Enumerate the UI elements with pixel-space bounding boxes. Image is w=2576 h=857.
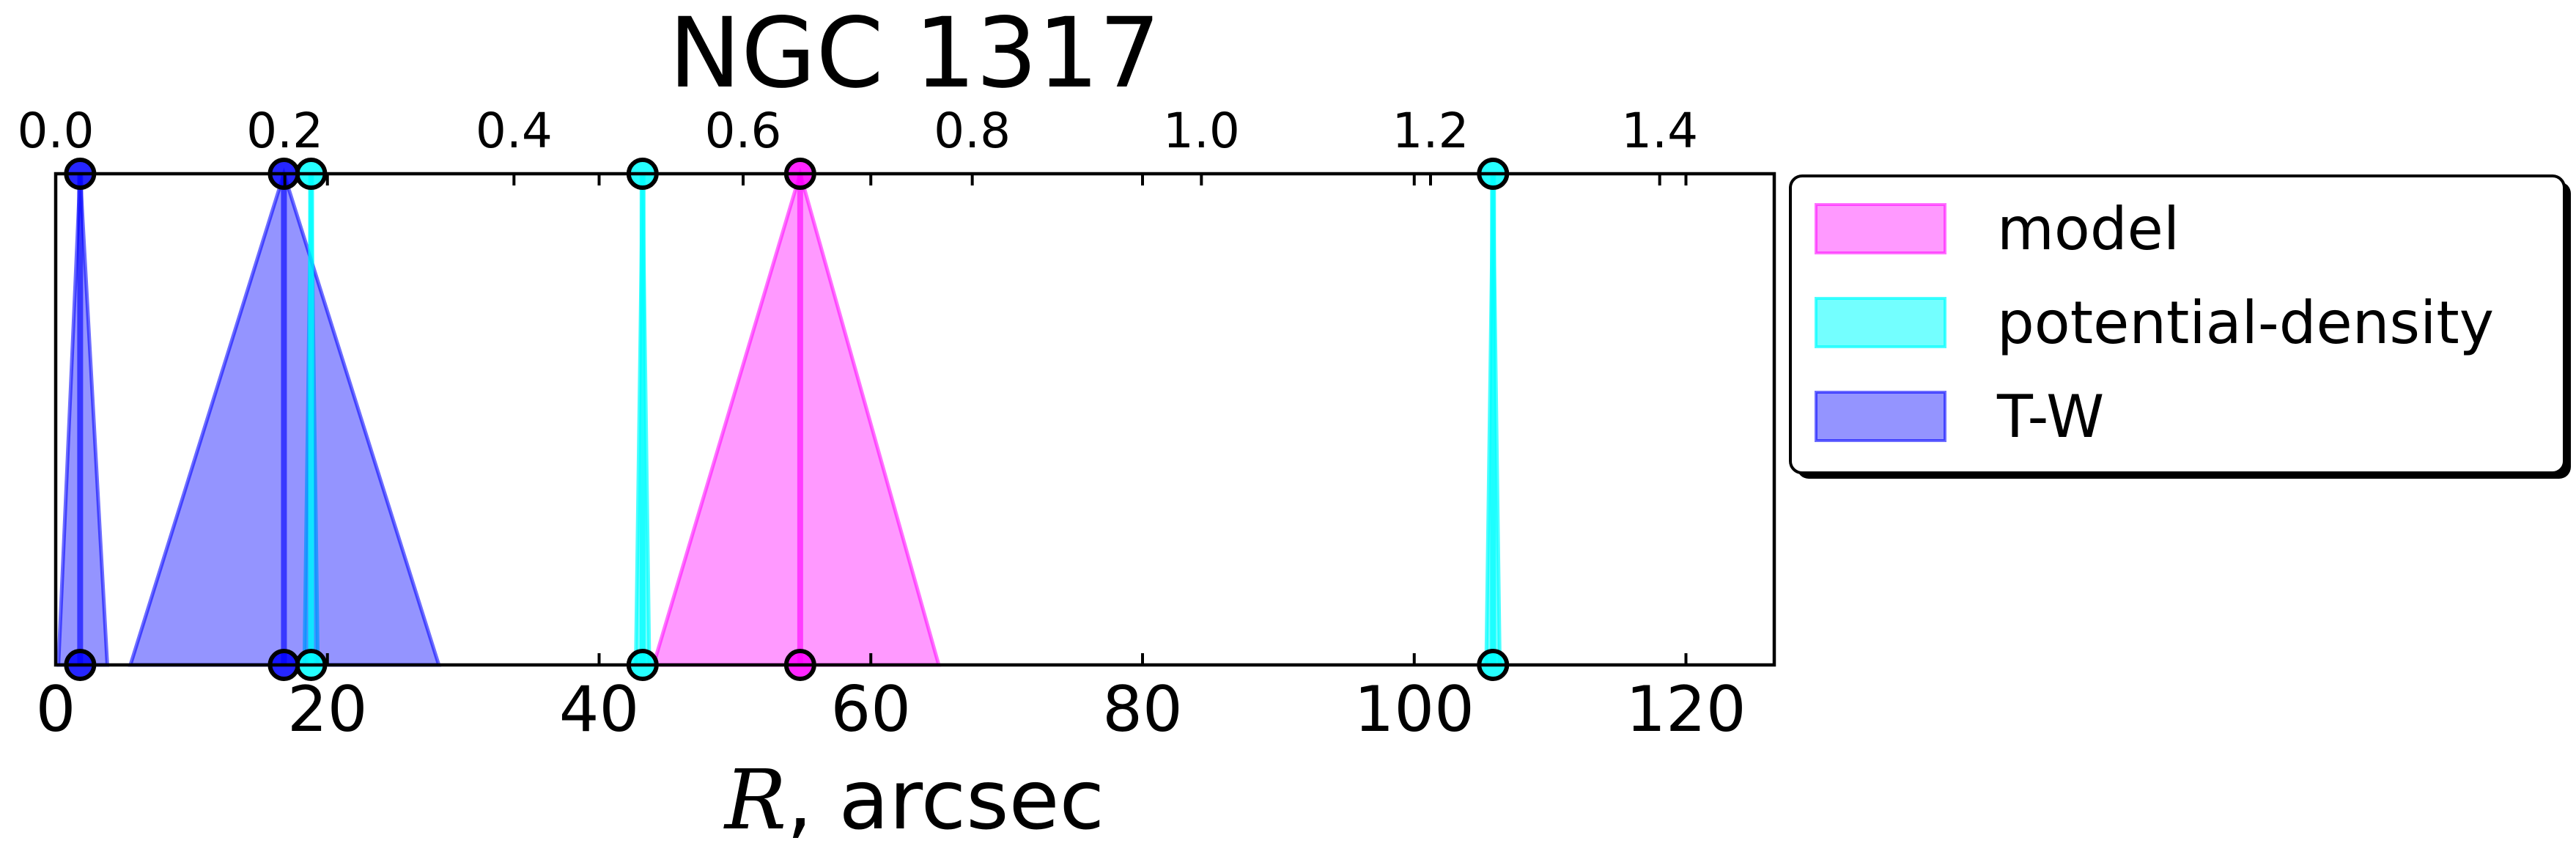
legend-swatch-model <box>1815 203 1946 254</box>
x-tick-label-top: 0.0 <box>18 103 95 159</box>
legend-items: model potential-density T-W <box>1815 195 2494 451</box>
axis-ticks-layer <box>54 174 1688 665</box>
legend-swatch-T-W <box>1815 391 1946 442</box>
x-tick-label-top: 1.4 <box>1621 103 1698 159</box>
x-tick-label-bottom: 80 <box>1102 673 1182 746</box>
x-axis-label: R, arcsec <box>723 753 1104 848</box>
legend-swatch-potential-density <box>1815 297 1946 348</box>
x-tick-label-top: 0.8 <box>934 103 1011 159</box>
legend-frame <box>1789 174 2566 474</box>
x-tick-label-bottom: 120 <box>1625 673 1746 746</box>
x-tick-label-top: 1.2 <box>1392 103 1469 159</box>
plot-area-frame <box>53 172 1776 667</box>
x-tick-label-bottom: 40 <box>559 673 639 746</box>
x-axis-label-unit: , arcsec <box>786 753 1104 848</box>
x-axis-label-symbol: R <box>723 753 786 848</box>
x-tick-label-bottom: 100 <box>1354 673 1475 746</box>
center-lines-layer <box>77 174 1496 665</box>
triangle-fills-layer <box>56 167 1502 667</box>
legend-label-T-W: T-W <box>1996 383 2104 451</box>
legend-label-potential-density: potential-density <box>1997 289 2494 357</box>
x-tick-label-top: 0.4 <box>476 103 553 159</box>
x-tick-label-bottom: 60 <box>831 673 911 746</box>
x-tick-label-bottom: 20 <box>287 673 367 746</box>
x-tick-label-top: 1.0 <box>1163 103 1240 159</box>
x-tick-label-top: 0.6 <box>705 103 782 159</box>
x-tick-label-top: 0.2 <box>246 103 323 159</box>
triangle-model <box>651 167 942 667</box>
legend: model potential-density T-W <box>1789 174 2571 479</box>
chart-title: NGC 1317 <box>668 0 1160 110</box>
x-tick-label-bottom: 0 <box>36 673 76 746</box>
legend-label-model: model <box>1997 195 2180 263</box>
